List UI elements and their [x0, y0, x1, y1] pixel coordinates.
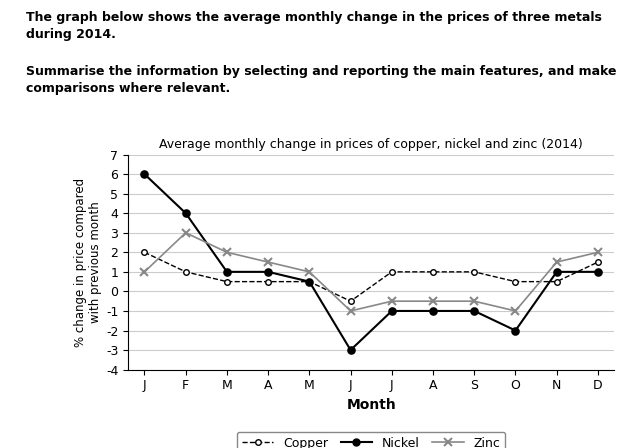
Text: The graph below shows the average monthly change in the prices of three metals
d: The graph below shows the average monthl…: [26, 11, 602, 41]
Legend: Copper, Nickel, Zinc: Copper, Nickel, Zinc: [237, 432, 506, 448]
Y-axis label: % change in price compared
with previous month: % change in price compared with previous…: [74, 177, 102, 347]
Text: Summarise the information by selecting and reporting the main features, and make: Summarise the information by selecting a…: [26, 65, 616, 95]
X-axis label: Month: Month: [346, 398, 396, 412]
Title: Average monthly change in prices of copper, nickel and zinc (2014): Average monthly change in prices of copp…: [159, 138, 583, 151]
